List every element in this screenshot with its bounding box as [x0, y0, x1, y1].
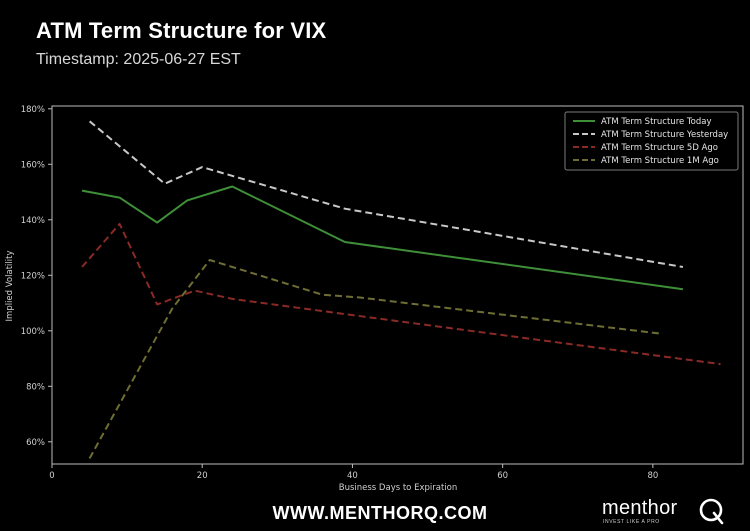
y-tick-label: 180% [21, 105, 45, 115]
x-tick-label: 60 [497, 471, 508, 481]
y-tick-label: 80% [26, 382, 45, 392]
plot-frame [51, 105, 744, 465]
brand-name: menthor [602, 497, 678, 519]
legend-label: ATM Term Structure Today [601, 117, 712, 127]
footer-url: WWW.MENTHORQ.COM [272, 503, 488, 523]
y-tick-label: 100% [21, 327, 45, 337]
series-line-4 [88, 259, 661, 459]
legend-label: ATM Term Structure Yesterday [601, 130, 728, 140]
series-line-3 [81, 222, 721, 366]
plot-area: 60% 80% 100% 120% 140% 160% 180% 0 20 40 60 80 ATM T… [21, 105, 744, 481]
chart-title: ATM Term Structure for VIX [36, 18, 327, 43]
x-tick-label: 40 [347, 471, 358, 481]
brand-logo: menthor INVEST LIKE A PRO [602, 497, 732, 527]
x-tick-label: 0 [49, 471, 54, 481]
x-tick-label: 80 [647, 471, 658, 481]
y-tick-label: 160% [21, 160, 45, 170]
legend-box [564, 111, 739, 171]
y-axis-label: Implied Volatility [5, 251, 15, 322]
x-tick-label: 20 [197, 471, 208, 481]
legend-label: ATM Term Structure 1M Ago [601, 156, 719, 166]
legend-label: ATM Term Structure 5D Ago [601, 143, 718, 153]
y-tick-label: 140% [21, 216, 45, 226]
brand-tagline: INVEST LIKE A PRO [603, 519, 660, 525]
series-line-2 [88, 120, 684, 268]
y-tick-label: 60% [26, 438, 45, 448]
series-line-1 [81, 185, 684, 291]
q-logo-icon [699, 498, 724, 525]
x-axis-label: Business Days to Expiration [339, 483, 457, 493]
chart-subtitle: Timestamp: 2025-06-27 EST [36, 51, 241, 68]
y-tick-label: 120% [21, 271, 45, 281]
